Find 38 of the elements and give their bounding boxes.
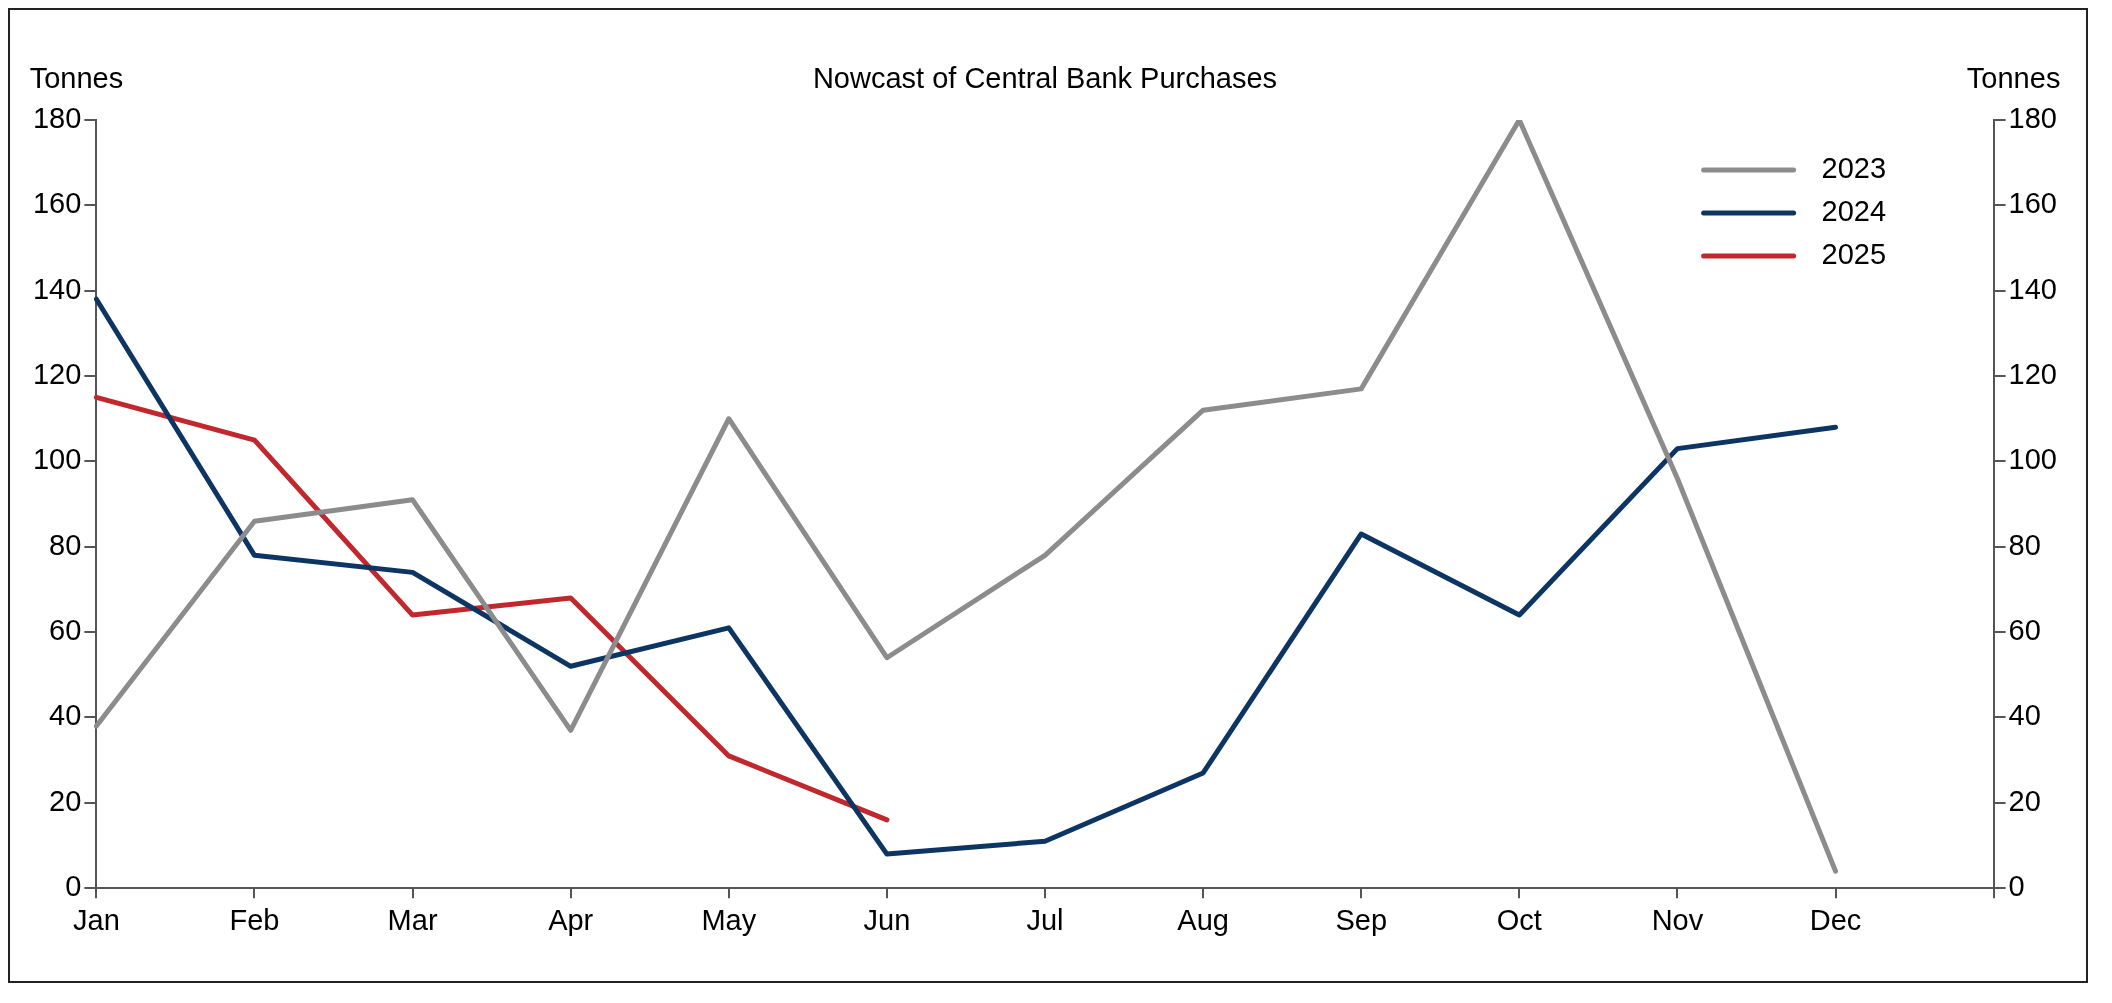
x-tick-label: Jun [863,903,911,936]
y-tick-label: 120 [32,358,82,391]
y2-tick-label: 160 [2008,187,2058,220]
y2-tick-label: 80 [2008,528,2041,561]
y-tick-label: 60 [49,614,82,647]
legend-label: 2025 [1821,238,1887,270]
y-tick-label: 140 [32,272,82,305]
x-tick-label: Aug [1177,903,1229,936]
y-tick-label: 80 [49,528,82,561]
x-tick-label: Mar [387,903,438,936]
x-tick-label: Nov [1651,903,1704,936]
x-tick-label: May [701,903,757,936]
y-tick-label: 40 [49,699,82,732]
y2-tick-label: 180 [2008,102,2058,134]
x-tick-label: Apr [548,903,594,936]
y-tick-label: 100 [32,443,82,476]
chart-title: Nowcast of Central Bank Purchases [812,62,1278,94]
x-tick-label: Dec [1809,903,1862,936]
y-tick-label: 20 [49,784,82,817]
y2-tick-label: 20 [2008,784,2041,817]
y-axis-title: Tonnes [29,62,124,94]
y2-tick-label: 40 [2008,699,2041,732]
y2-tick-label: 100 [2008,443,2058,476]
y-tick-label: 160 [32,187,82,220]
x-tick-label: Oct [1496,903,1542,936]
y2-tick-label: 120 [2008,358,2058,391]
legend-label: 2023 [1821,152,1887,184]
y-tick-label: 180 [32,102,82,134]
y2-tick-label: 0 [2008,870,2025,903]
y2-tick-label: 60 [2008,614,2041,647]
y2-axis-title: Tonnes [1966,62,2061,94]
legend-label: 2024 [1821,195,1887,227]
x-tick-label: Feb [229,903,280,936]
x-tick-label: Sep [1335,903,1388,936]
y2-tick-label: 140 [2008,272,2058,305]
x-tick-label: Jul [1026,903,1064,936]
x-tick-label: Jan [73,903,120,936]
y-tick-label: 0 [65,870,82,903]
